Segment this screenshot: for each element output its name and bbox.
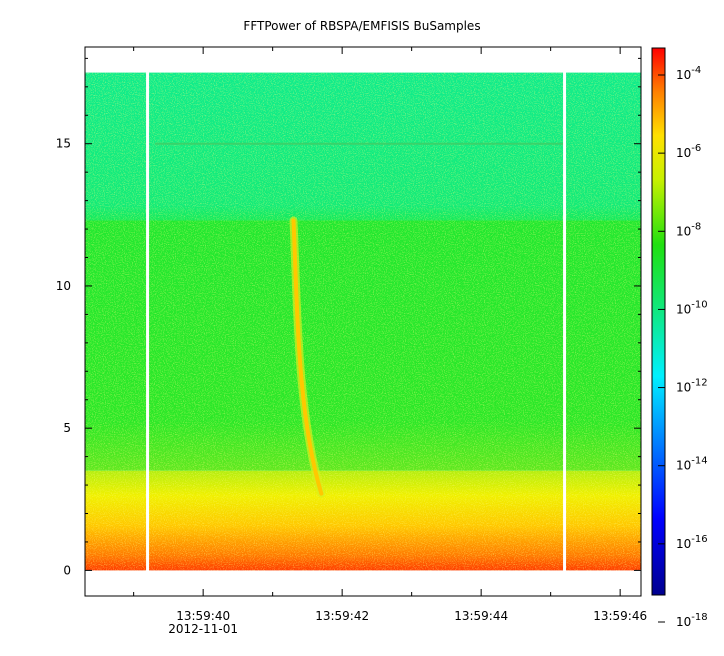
colorbar-tick-label: 10-4 bbox=[676, 65, 701, 82]
x-tick-label: 13:59:40 bbox=[176, 609, 230, 623]
colorbar-tick-label: 10-16 bbox=[676, 534, 708, 551]
y-tick-label: 0 bbox=[63, 563, 71, 577]
data-gap bbox=[146, 47, 150, 596]
chorus-element bbox=[291, 218, 324, 496]
colorbar: 10-4 10-6 10-8 10-10 10-12 10-14 10-16 10-18 bbox=[651, 47, 708, 629]
colorbar-tick-label: 10-18 bbox=[676, 612, 708, 629]
colorbar-tick-label: 10-6 bbox=[676, 143, 701, 160]
plot-frame bbox=[84, 46, 642, 597]
plot-area bbox=[85, 47, 641, 596]
data-gap bbox=[563, 47, 567, 596]
colorbar-tick-label: 10-8 bbox=[676, 221, 701, 238]
colorbar-gradient bbox=[651, 47, 666, 596]
chart-title: FFTPower of RBSPA/EMFISIS BuSamples bbox=[243, 19, 480, 33]
colorbar-tick-label: 10-14 bbox=[676, 456, 708, 473]
y-tick-label: 5 bbox=[63, 421, 71, 435]
y-axis: 0 5 10 15 bbox=[56, 57, 641, 577]
y-tick-label: 15 bbox=[56, 137, 71, 151]
y-tick-label: 10 bbox=[56, 279, 71, 293]
colorbar-tick-label: 10-12 bbox=[676, 378, 708, 395]
x-tick-label: 13:59:46 bbox=[593, 609, 647, 623]
x-tick-label: 13:59:42 bbox=[315, 609, 369, 623]
x-tick-label: 13:59:44 bbox=[454, 609, 508, 623]
x-axis: 2012-11-01 13:59:40 13:59:42 13:59:44 13:59… bbox=[133, 47, 647, 636]
x-date-label: 2012-11-01 bbox=[168, 622, 238, 636]
spectrogram-noise bbox=[85, 72, 641, 571]
colorbar-tick-label: 10-10 bbox=[676, 299, 708, 316]
